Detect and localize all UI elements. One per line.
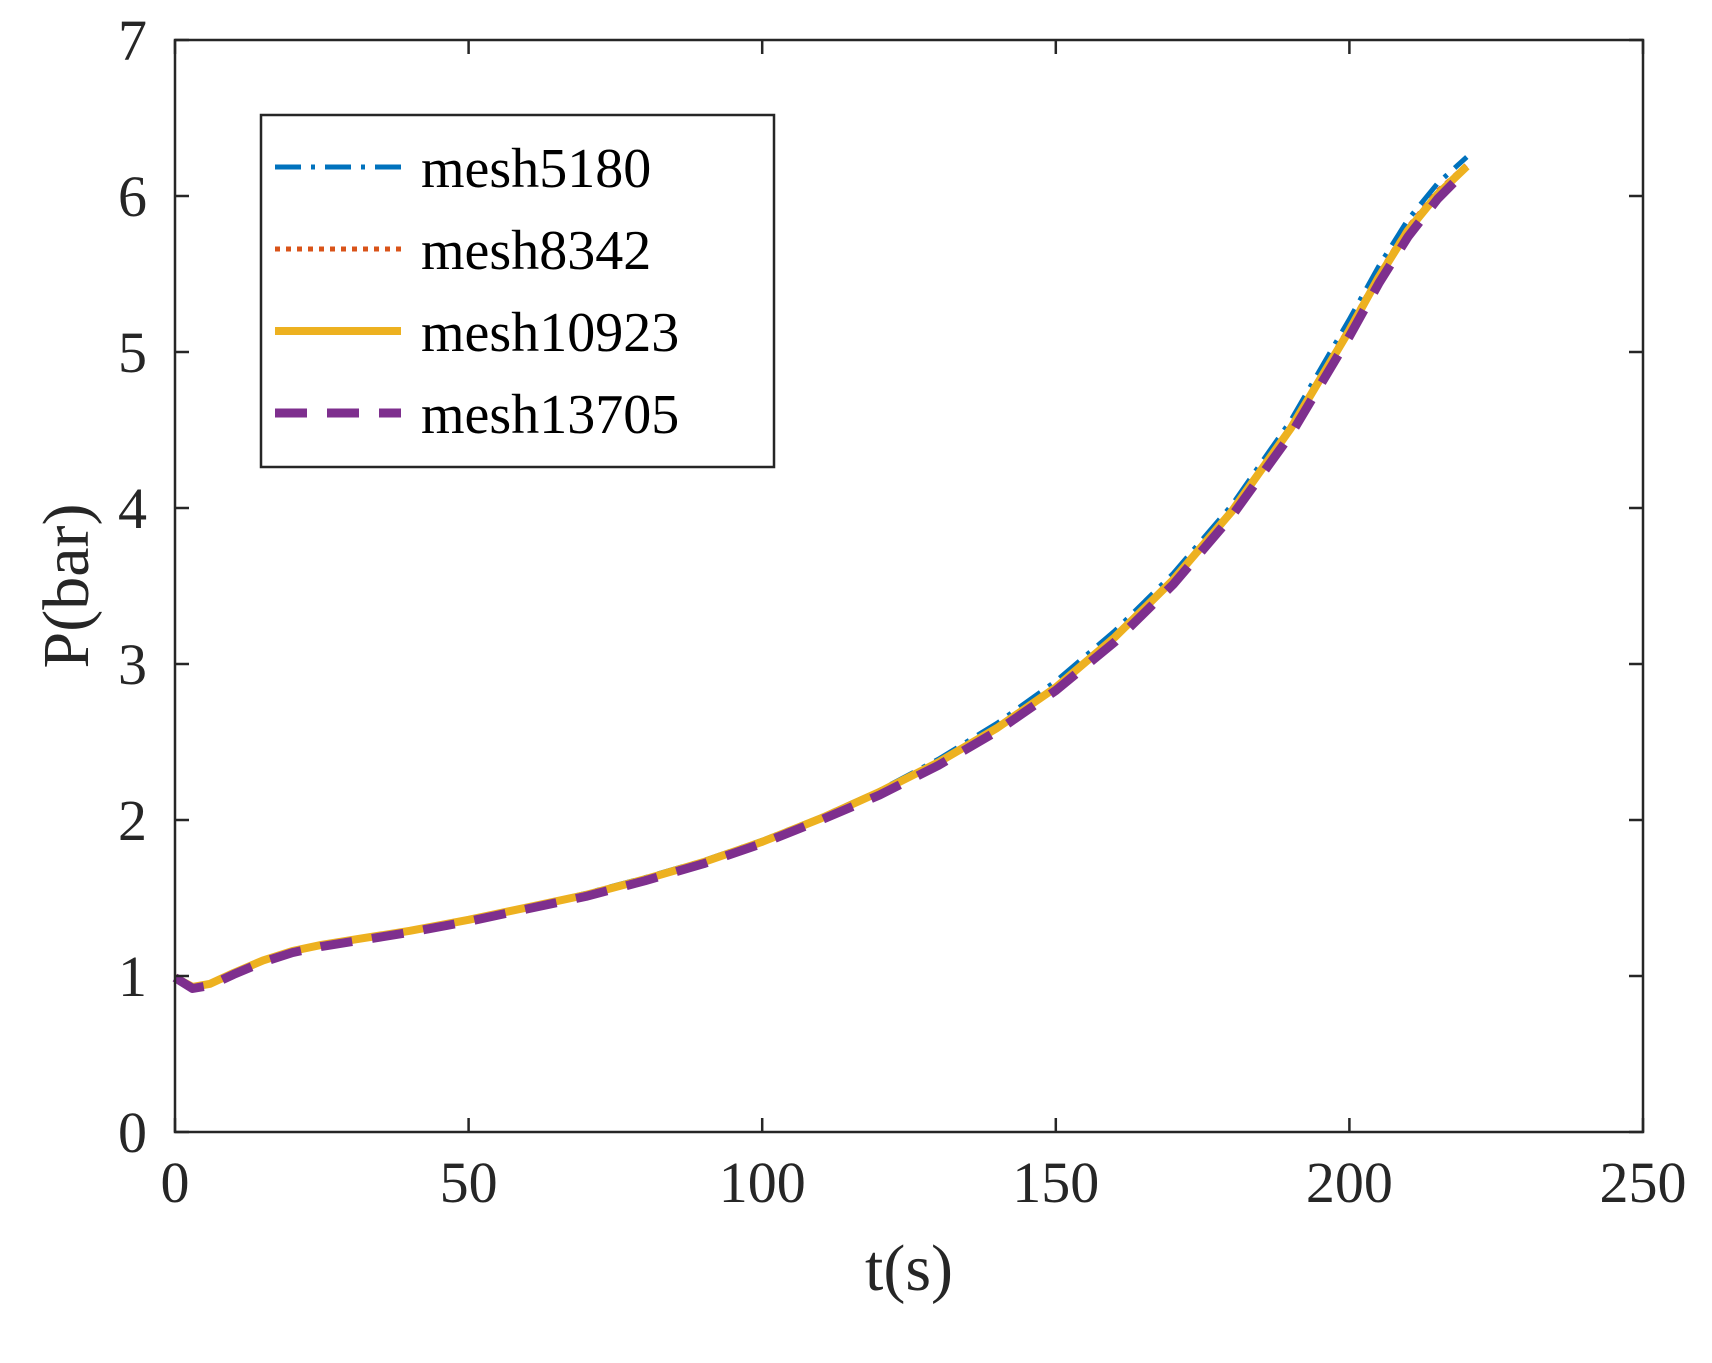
plot-frame [173, 38, 1645, 1134]
x-tick-label: 0 [161, 1150, 190, 1215]
y-tick-label: 6 [118, 164, 147, 229]
y-tick-label: 0 [118, 1100, 147, 1165]
y-tick-label: 4 [118, 476, 147, 541]
plot-lines [172, 155, 1470, 993]
y-tick-label: 3 [118, 632, 147, 697]
axis-ticks: 0 50 100 150 200 250 0 1 2 3 4 5 6 7 [118, 8, 1687, 1215]
x-tick-label: 150 [1012, 1150, 1099, 1215]
legend-label: mesh8342 [421, 220, 651, 282]
x-tick-label: 50 [440, 1150, 498, 1215]
legend-label: mesh13705 [421, 384, 679, 446]
x-tick-label: 100 [719, 1150, 806, 1215]
y-tick-label: 5 [118, 320, 147, 385]
series-line-mesh13705 [172, 166, 1470, 993]
legend-label: mesh5180 [421, 138, 651, 200]
x-tick-label: 250 [1600, 1150, 1687, 1215]
legend: mesh5180 mesh8342 mesh10923 mesh13705 [259, 113, 776, 469]
legend-label: mesh10923 [421, 302, 679, 364]
y-axis-label: P(bar) [30, 504, 103, 669]
y-tick-label: 2 [118, 788, 147, 853]
y-tick-label: 1 [118, 944, 147, 1009]
x-tick-label: 200 [1306, 1150, 1393, 1215]
legend-box [259, 113, 776, 469]
y-tick-label: 7 [118, 8, 147, 73]
x-axis-label: t(s) [865, 1232, 953, 1305]
